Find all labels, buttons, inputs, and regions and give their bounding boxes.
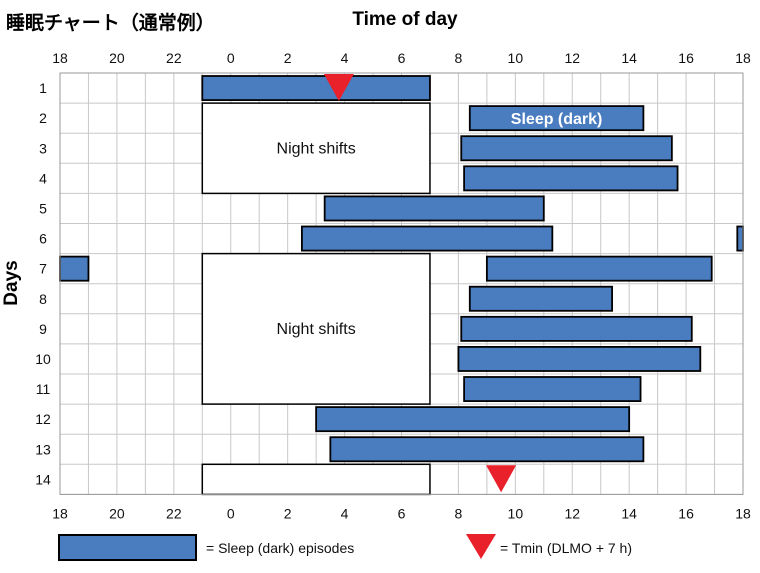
x-tick-label-top: 16 [678, 50, 694, 66]
night-shift-box [201, 102, 431, 195]
x-tick-label-top: 2 [284, 50, 292, 66]
sleep-episode-bar [736, 225, 744, 252]
y-tick-label: 8 [39, 291, 47, 307]
y-tick-label: 1 [39, 80, 47, 96]
y-tick-label: 3 [39, 140, 47, 156]
x-tick-label-bottom: 0 [227, 505, 235, 521]
x-tick-label-top: 6 [398, 50, 406, 66]
x-tick-label-bottom: 12 [564, 505, 580, 521]
plot-border [59, 72, 744, 495]
sleep-episode-bar [463, 165, 679, 192]
legend-sleep-swatch [58, 534, 197, 561]
sleep-episode-bar [457, 345, 702, 372]
sleep-episode-bar [463, 376, 642, 403]
legend-tmin-icon [466, 534, 496, 559]
night-shift-box [201, 463, 431, 496]
legend-sleep-label: = Sleep (dark) episodes [206, 540, 355, 556]
x-tick-label-bottom: 22 [166, 505, 182, 521]
sleep-episode-bar [323, 195, 545, 222]
x-tick-label-top: 8 [455, 50, 463, 66]
sleep-episode-bar [201, 75, 431, 102]
x-tick-label-bottom: 8 [455, 505, 463, 521]
x-tick-label-bottom: 10 [508, 505, 524, 521]
y-tick-label: 14 [35, 471, 51, 487]
x-tick-label-top: 20 [109, 50, 125, 66]
tmin-marker [323, 74, 354, 101]
y-tick-label: 11 [36, 381, 51, 397]
x-tick-label-top: 12 [564, 50, 580, 66]
chart-title: 睡眠チャート（通常例） [6, 12, 215, 34]
x-tick-label-top: 4 [341, 50, 349, 66]
y-tick-label: 9 [39, 321, 47, 337]
x-tick-label-bottom: 6 [398, 505, 406, 521]
y-tick-label: 10 [35, 351, 51, 367]
tmin-marker [486, 465, 517, 493]
x-axis-title: Time of day [352, 9, 458, 30]
x-tick-label-top: 10 [508, 50, 524, 66]
sleep-episode-bar [460, 315, 693, 342]
y-tick-label: 13 [35, 441, 51, 457]
sleep-episode-bar [460, 135, 673, 162]
sleep-annotation: Sleep (dark) [511, 111, 603, 128]
x-tick-label-bottom: 2 [284, 505, 292, 521]
x-tick-label-top: 14 [621, 50, 637, 66]
x-tick-label-bottom: 16 [678, 505, 694, 521]
x-tick-label-top: 18 [52, 50, 68, 66]
sleep-episode-bar [485, 255, 713, 282]
y-tick-label: 7 [39, 261, 47, 277]
sleep-episode-bar [315, 406, 631, 433]
y-tick-label: 12 [35, 411, 51, 427]
x-tick-label-bottom: 20 [109, 505, 125, 521]
night-shift-box [201, 252, 431, 405]
y-tick-label: 5 [39, 200, 47, 216]
sleep-episode-bar [468, 285, 613, 312]
x-tick-label-bottom: 14 [621, 505, 637, 521]
y-tick-label: 4 [39, 170, 47, 186]
x-tick-label-bottom: 18 [52, 505, 68, 521]
x-tick-label-bottom: 18 [735, 505, 751, 521]
sleep-episode-bar [329, 436, 645, 463]
sleep-episode-bar [300, 225, 554, 252]
night-shift-label: Night shifts [277, 140, 356, 157]
x-tick-label-top: 22 [166, 50, 182, 66]
sleep-episode-bar [468, 105, 645, 132]
night-shift-label: Night shifts [277, 321, 356, 338]
x-tick-label-top: 18 [735, 50, 751, 66]
legend-tmin-label: = Tmin (DLMO + 7 h) [500, 540, 633, 556]
x-tick-label-top: 0 [227, 50, 235, 66]
y-tick-label: 6 [39, 231, 47, 247]
x-tick-label-bottom: 4 [341, 505, 349, 521]
y-tick-label: 2 [39, 110, 47, 126]
sleep-episode-bar [59, 255, 90, 282]
